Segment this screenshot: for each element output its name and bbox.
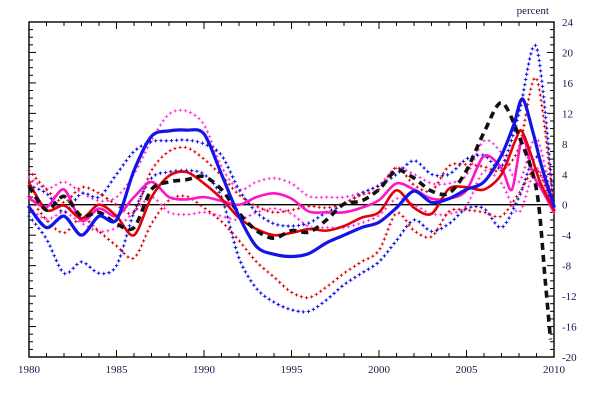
svg-text:16: 16 <box>562 78 574 90</box>
svg-text:8: 8 <box>562 139 568 151</box>
svg-text:24: 24 <box>562 17 574 29</box>
svg-text:0: 0 <box>562 200 568 212</box>
svg-text:1985: 1985 <box>106 364 129 376</box>
svg-text:20: 20 <box>562 47 574 59</box>
svg-text:-4: -4 <box>562 230 572 242</box>
svg-text:-16: -16 <box>562 322 577 334</box>
svg-text:4: 4 <box>562 169 568 181</box>
svg-text:2005: 2005 <box>456 364 479 376</box>
svg-text:-20: -20 <box>562 352 577 364</box>
svg-text:1995: 1995 <box>281 364 304 376</box>
svg-text:percent: percent <box>517 5 549 17</box>
svg-text:2000: 2000 <box>368 364 391 376</box>
svg-text:12: 12 <box>562 108 573 120</box>
svg-text:-8: -8 <box>562 261 572 273</box>
svg-text:1980: 1980 <box>18 364 41 376</box>
svg-text:-12: -12 <box>562 291 577 303</box>
svg-text:1990: 1990 <box>193 364 216 376</box>
svg-text:2010: 2010 <box>543 364 566 376</box>
